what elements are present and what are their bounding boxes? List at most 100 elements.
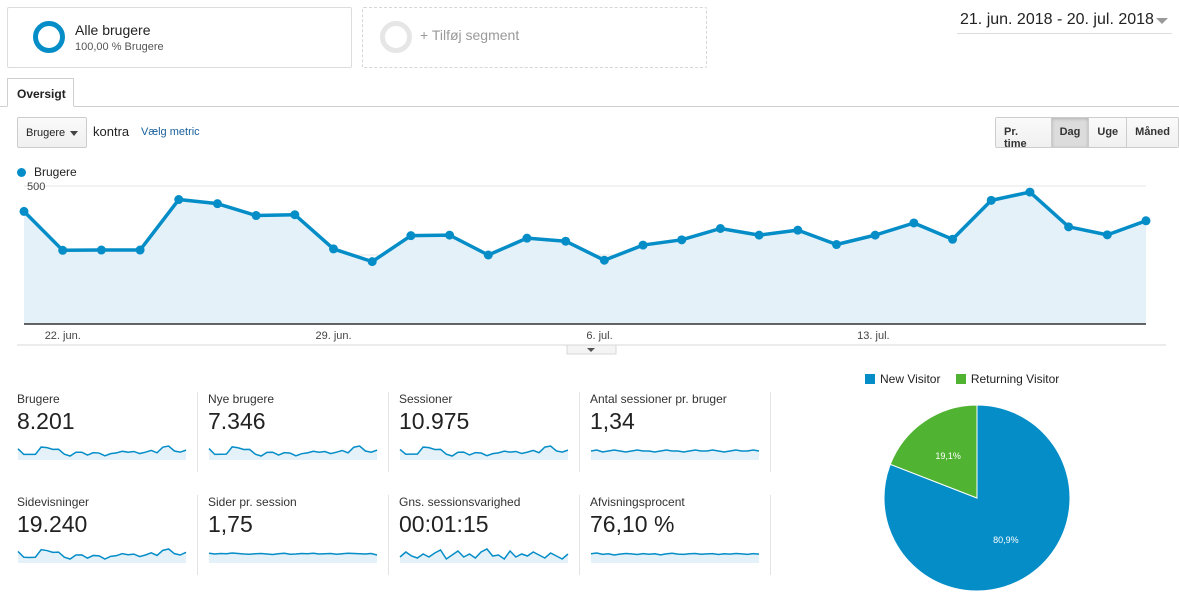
metric-label: Sidevisninger — [17, 495, 90, 509]
pie-slice-label: 19,1% — [935, 451, 961, 461]
metric-card[interactable]: Afvisningsprocent 76,10 % — [590, 495, 766, 583]
data-point[interactable] — [445, 230, 455, 240]
data-point[interactable] — [754, 230, 764, 240]
x-tick-label: 13. jul. — [857, 330, 889, 342]
data-point[interactable] — [329, 244, 339, 254]
data-point[interactable] — [135, 245, 145, 255]
metric-value: 7.346 — [208, 408, 266, 434]
metric-sparkline — [17, 548, 187, 563]
data-point[interactable] — [367, 257, 377, 267]
date-range-label: 21. jun. 2018 - 20. jul. 2018 — [960, 11, 1154, 28]
sparkline-line — [399, 548, 569, 561]
metric-sparkline — [17, 445, 187, 460]
period-week-button[interactable]: Uge — [1089, 118, 1128, 147]
data-point[interactable] — [638, 240, 648, 250]
metric-label: Sider pr. session — [208, 495, 297, 509]
data-point[interactable] — [677, 235, 687, 245]
x-tick-label: 6. jul. — [586, 330, 612, 342]
data-point[interactable] — [831, 240, 841, 250]
sparkline-area — [591, 450, 759, 460]
sparkline-area — [591, 553, 759, 563]
sparkline-line — [399, 445, 569, 457]
metric-value: 8.201 — [17, 408, 75, 434]
data-point[interactable] — [483, 250, 493, 260]
data-point[interactable] — [1102, 230, 1112, 240]
data-point[interactable] — [1025, 187, 1035, 197]
data-point[interactable] — [290, 210, 300, 220]
metric-divider — [197, 495, 198, 575]
segment-all-users[interactable]: Alle brugere 100,00 % Brugere — [7, 7, 352, 68]
data-point[interactable] — [793, 225, 803, 235]
data-point[interactable] — [561, 236, 571, 246]
pie-legend-returning: Returning Visitor — [955, 372, 1059, 386]
data-point[interactable] — [909, 218, 919, 228]
add-segment-label: + Tilføj segment — [420, 27, 520, 43]
sparkline-area — [18, 549, 186, 563]
data-point[interactable] — [58, 245, 68, 255]
data-point[interactable] — [251, 211, 261, 221]
data-point[interactable] — [406, 231, 416, 241]
metric-card[interactable]: Sessioner 10.975 — [399, 392, 575, 480]
sparkline-line — [590, 449, 760, 453]
data-point[interactable] — [522, 233, 532, 243]
data-point[interactable] — [212, 199, 222, 209]
data-point[interactable] — [986, 195, 996, 205]
data-point[interactable] — [174, 195, 184, 205]
metric-card[interactable]: Gns. sessionsvarighed 00:01:15 — [399, 495, 575, 583]
versus-label: kontra — [93, 124, 130, 139]
sparkline-line — [208, 445, 378, 457]
series-color-dot — [17, 168, 26, 177]
sparkline-line — [17, 548, 187, 560]
data-point[interactable] — [19, 206, 29, 216]
empty-segment-ring-icon — [380, 21, 412, 53]
metric-label: Nye brugere — [208, 392, 275, 406]
metric-value: 00:01:15 — [399, 511, 489, 537]
metric-select[interactable]: Brugere — [17, 117, 87, 148]
data-point[interactable] — [948, 234, 958, 244]
metric-divider — [579, 495, 580, 575]
visitor-type-pie-chart: 80,9% 19,1% — [883, 404, 1071, 592]
metric-card[interactable]: Sidevisninger 19.240 — [17, 495, 193, 583]
chevron-down-icon — [1156, 18, 1168, 24]
data-point[interactable] — [715, 224, 725, 234]
metric-divider — [770, 392, 771, 472]
period-day-button[interactable]: Dag — [1051, 118, 1090, 147]
data-point[interactable] — [870, 230, 880, 240]
metric-divider — [388, 392, 389, 472]
metric-value: 1,75 — [208, 511, 253, 537]
period-month-button[interactable]: Måned — [1127, 118, 1178, 147]
series-line — [22, 190, 1147, 264]
period-toggle-group: Pr. time Dag Uge Måned — [995, 117, 1179, 150]
metric-divider — [579, 392, 580, 472]
new-visitor-swatch — [865, 374, 875, 384]
date-range-picker[interactable]: 21. jun. 2018 - 20. jul. 2018 — [957, 8, 1172, 34]
chevron-down-icon — [587, 348, 595, 352]
metric-value: 76,10 % — [590, 511, 675, 537]
data-point[interactable] — [1064, 222, 1074, 232]
segment-subtitle: 100,00 % Brugere — [75, 41, 164, 53]
metric-divider — [197, 392, 198, 472]
y-tick-label: 500 — [27, 181, 45, 193]
data-point[interactable] — [599, 255, 609, 265]
metric-label: Afvisningsprocent — [590, 495, 685, 509]
metric-card[interactable]: Nye brugere 7.346 — [208, 392, 384, 480]
metric-sparkline — [590, 449, 760, 460]
sparkline-area — [209, 446, 377, 460]
metric-card[interactable]: Antal sessioner pr. bruger 1,34 — [590, 392, 766, 480]
choose-metric-link[interactable]: Vælg metric — [141, 126, 200, 138]
pie-legend: New Visitor Returning Visitor — [865, 372, 1071, 386]
pie-slice[interactable] — [889, 404, 978, 499]
tab-overview[interactable]: Oversigt — [7, 78, 74, 107]
metric-sparkline — [208, 552, 378, 563]
sparkline-line — [590, 552, 760, 556]
metric-card[interactable]: Sider pr. session 1,75 — [208, 495, 384, 583]
data-point[interactable] — [96, 245, 106, 255]
returning-visitor-swatch — [955, 374, 966, 384]
period-hour-button[interactable]: Pr. time — [996, 118, 1052, 150]
x-tick-label: 22. jun. — [45, 330, 81, 342]
add-segment-button[interactable]: + Tilføj segment — [362, 7, 707, 68]
sparkline-line — [17, 445, 187, 457]
users-line-chart: 50025022. jun.29. jun.6. jul.13. jul. — [17, 181, 1166, 355]
metric-card[interactable]: Brugere 8.201 — [17, 392, 193, 480]
data-point[interactable] — [1141, 216, 1151, 226]
